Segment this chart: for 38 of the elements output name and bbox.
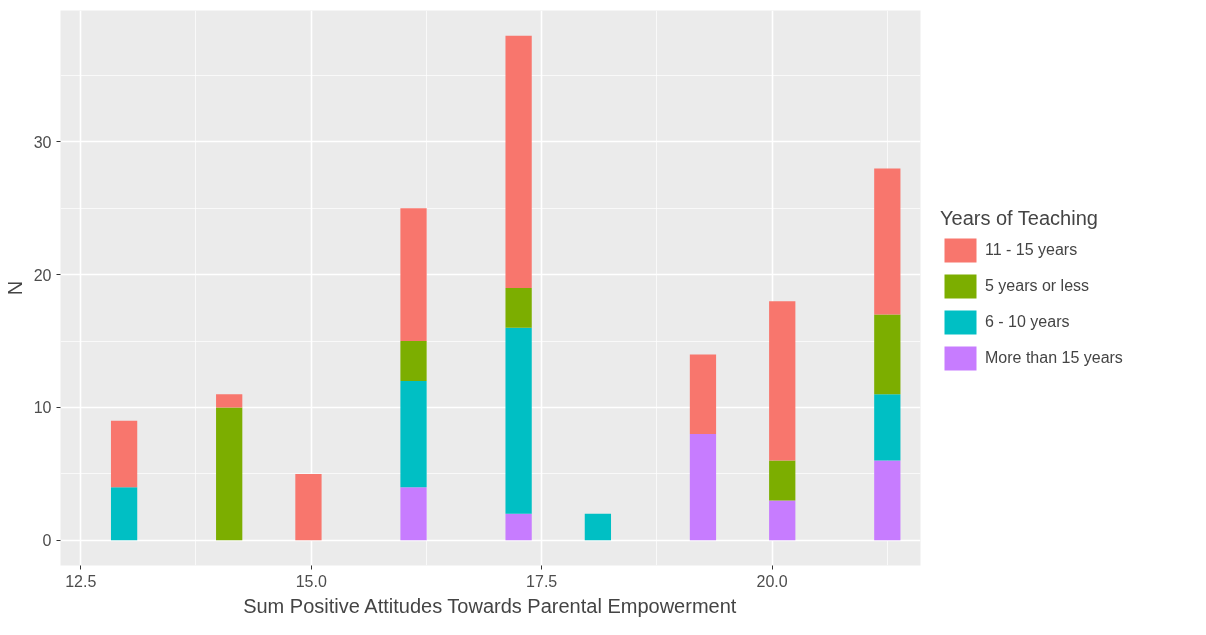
- bar: [689, 434, 717, 541]
- bar: [769, 500, 796, 541]
- legend-label: 6 - 10 years: [985, 313, 1070, 331]
- x-tick-label: 17.5: [526, 572, 558, 590]
- x-tick-label: 12.5: [65, 572, 97, 590]
- bar: [216, 394, 243, 408]
- x-axis-title: Sum Positive Attitudes Towards Parental Empowerment: [243, 594, 737, 617]
- legend-label: 5 years or less: [985, 277, 1090, 295]
- bar: [505, 513, 532, 541]
- y-tick-label: 10: [33, 399, 52, 417]
- bar: [584, 513, 612, 541]
- x-tick-label: 15.0: [295, 572, 327, 590]
- bar: [110, 420, 138, 488]
- bar: [874, 394, 901, 461]
- bar: [400, 380, 427, 488]
- x-tick-label: 20.0: [756, 572, 788, 590]
- y-axis-title: N: [3, 280, 26, 296]
- legend-label: 11 - 15 years: [985, 241, 1078, 259]
- y-tick-label: 20: [33, 266, 52, 284]
- bar: [769, 460, 796, 501]
- bar: [769, 301, 796, 461]
- bar: [505, 327, 532, 514]
- bar: [400, 487, 427, 541]
- y-tick-label: 0: [42, 532, 52, 550]
- y-tick-label: 30: [33, 133, 52, 151]
- bar: [689, 354, 717, 435]
- bar: [216, 407, 243, 541]
- bar: [400, 341, 427, 381]
- bar: [110, 487, 138, 541]
- bar: [874, 168, 901, 315]
- legend-title: Years of Teaching: [940, 207, 1099, 230]
- bar: [505, 288, 532, 328]
- bar: [874, 460, 901, 541]
- bar: [874, 314, 901, 395]
- bar: [505, 35, 532, 288]
- bar: [400, 208, 427, 342]
- bar: [295, 473, 322, 541]
- legend-label: More than 15 years: [985, 349, 1123, 367]
